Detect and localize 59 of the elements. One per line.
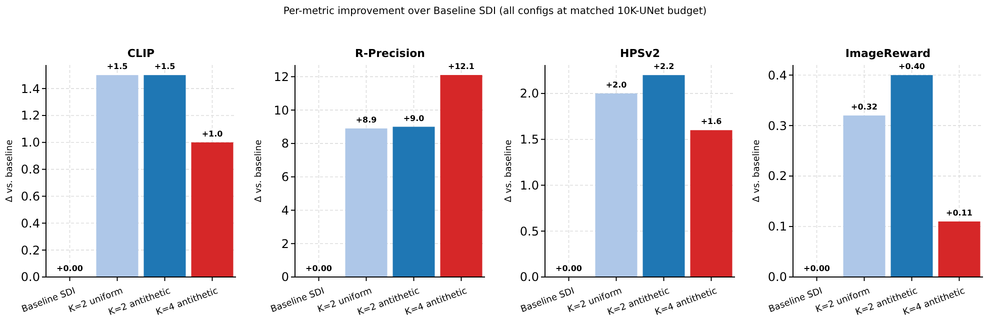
data-label: +1.5	[106, 62, 128, 72]
chart-title: ImageReward	[845, 47, 931, 60]
y-tick-label: 0.2	[20, 243, 40, 258]
bar	[938, 221, 980, 277]
y-tick-label: 2.0	[520, 86, 539, 101]
data-label: +0.00	[306, 264, 332, 273]
data-label: +1.0	[202, 129, 224, 138]
data-label: +1.5	[154, 62, 176, 72]
data-label: +0.40	[898, 62, 926, 72]
data-label: +9.0	[403, 114, 425, 123]
y-axis-title: Δ vs. baseline	[254, 139, 264, 202]
data-label: +0.00	[56, 264, 84, 273]
bar	[595, 93, 638, 277]
data-label: +2.2	[653, 62, 674, 72]
y-tick-label: 1.0	[20, 136, 40, 150]
y-tick-label: 6	[281, 170, 289, 184]
data-label: +1.6	[700, 117, 722, 126]
bar	[690, 130, 732, 277]
y-tick-label: 1.0	[520, 178, 539, 192]
y-tick-label: 0.3	[768, 118, 787, 133]
text: Per-metric improvement over Baseline SDI (all configs at matched 10K-UNet budget)	[283, 6, 707, 17]
y-axis-title: Δ vs. baseline	[752, 139, 762, 202]
y-tick-label: 0.0	[768, 270, 787, 284]
y-tick-label: 2	[281, 236, 289, 251]
y-tick-label: 1.2	[20, 108, 40, 123]
bar	[642, 75, 685, 277]
bar	[345, 128, 388, 277]
bar	[890, 75, 933, 277]
y-tick-label: 0.4	[768, 68, 787, 82]
data-label: +0.00	[804, 264, 830, 273]
y-tick-label: 1.4	[20, 82, 40, 96]
y-tick-label: 0.8	[20, 162, 40, 177]
y-tick-label: 10	[274, 103, 289, 118]
y-tick-label: 1.5	[520, 132, 539, 147]
bar	[843, 115, 886, 277]
y-axis-title: Δ vs. baseline	[504, 139, 514, 202]
y-tick-label: 0.6	[20, 189, 40, 204]
y-tick-label: 4	[281, 203, 289, 218]
bar	[392, 126, 435, 277]
data-label: +0.32	[851, 102, 878, 112]
data-label: +12.1	[448, 62, 475, 72]
y-axis-title: Δ vs. baseline	[5, 139, 15, 202]
y-tick-label: 0.1	[768, 220, 787, 234]
data-label: +8.9	[356, 115, 378, 124]
data-label: +0.00	[556, 264, 582, 273]
chart-title: R-Precision	[355, 47, 425, 60]
y-tick-label: 0.5	[520, 224, 539, 238]
y-tick-label: 8	[281, 136, 289, 151]
y-tick-label: 0.0	[20, 270, 40, 284]
y-tick-label: 0.2	[768, 169, 787, 184]
y-tick-label: 12	[274, 70, 289, 84]
y-tick-label: 0.4	[20, 216, 40, 230]
data-label: +2.0	[606, 80, 628, 90]
y-tick-label: 0.0	[520, 270, 539, 284]
bar	[440, 75, 482, 277]
chart-title: CLIP	[127, 47, 155, 60]
data-label: +0.11	[946, 208, 973, 218]
y-tick-label: 0	[281, 270, 289, 284]
chart-title: HPSv2	[620, 47, 660, 60]
